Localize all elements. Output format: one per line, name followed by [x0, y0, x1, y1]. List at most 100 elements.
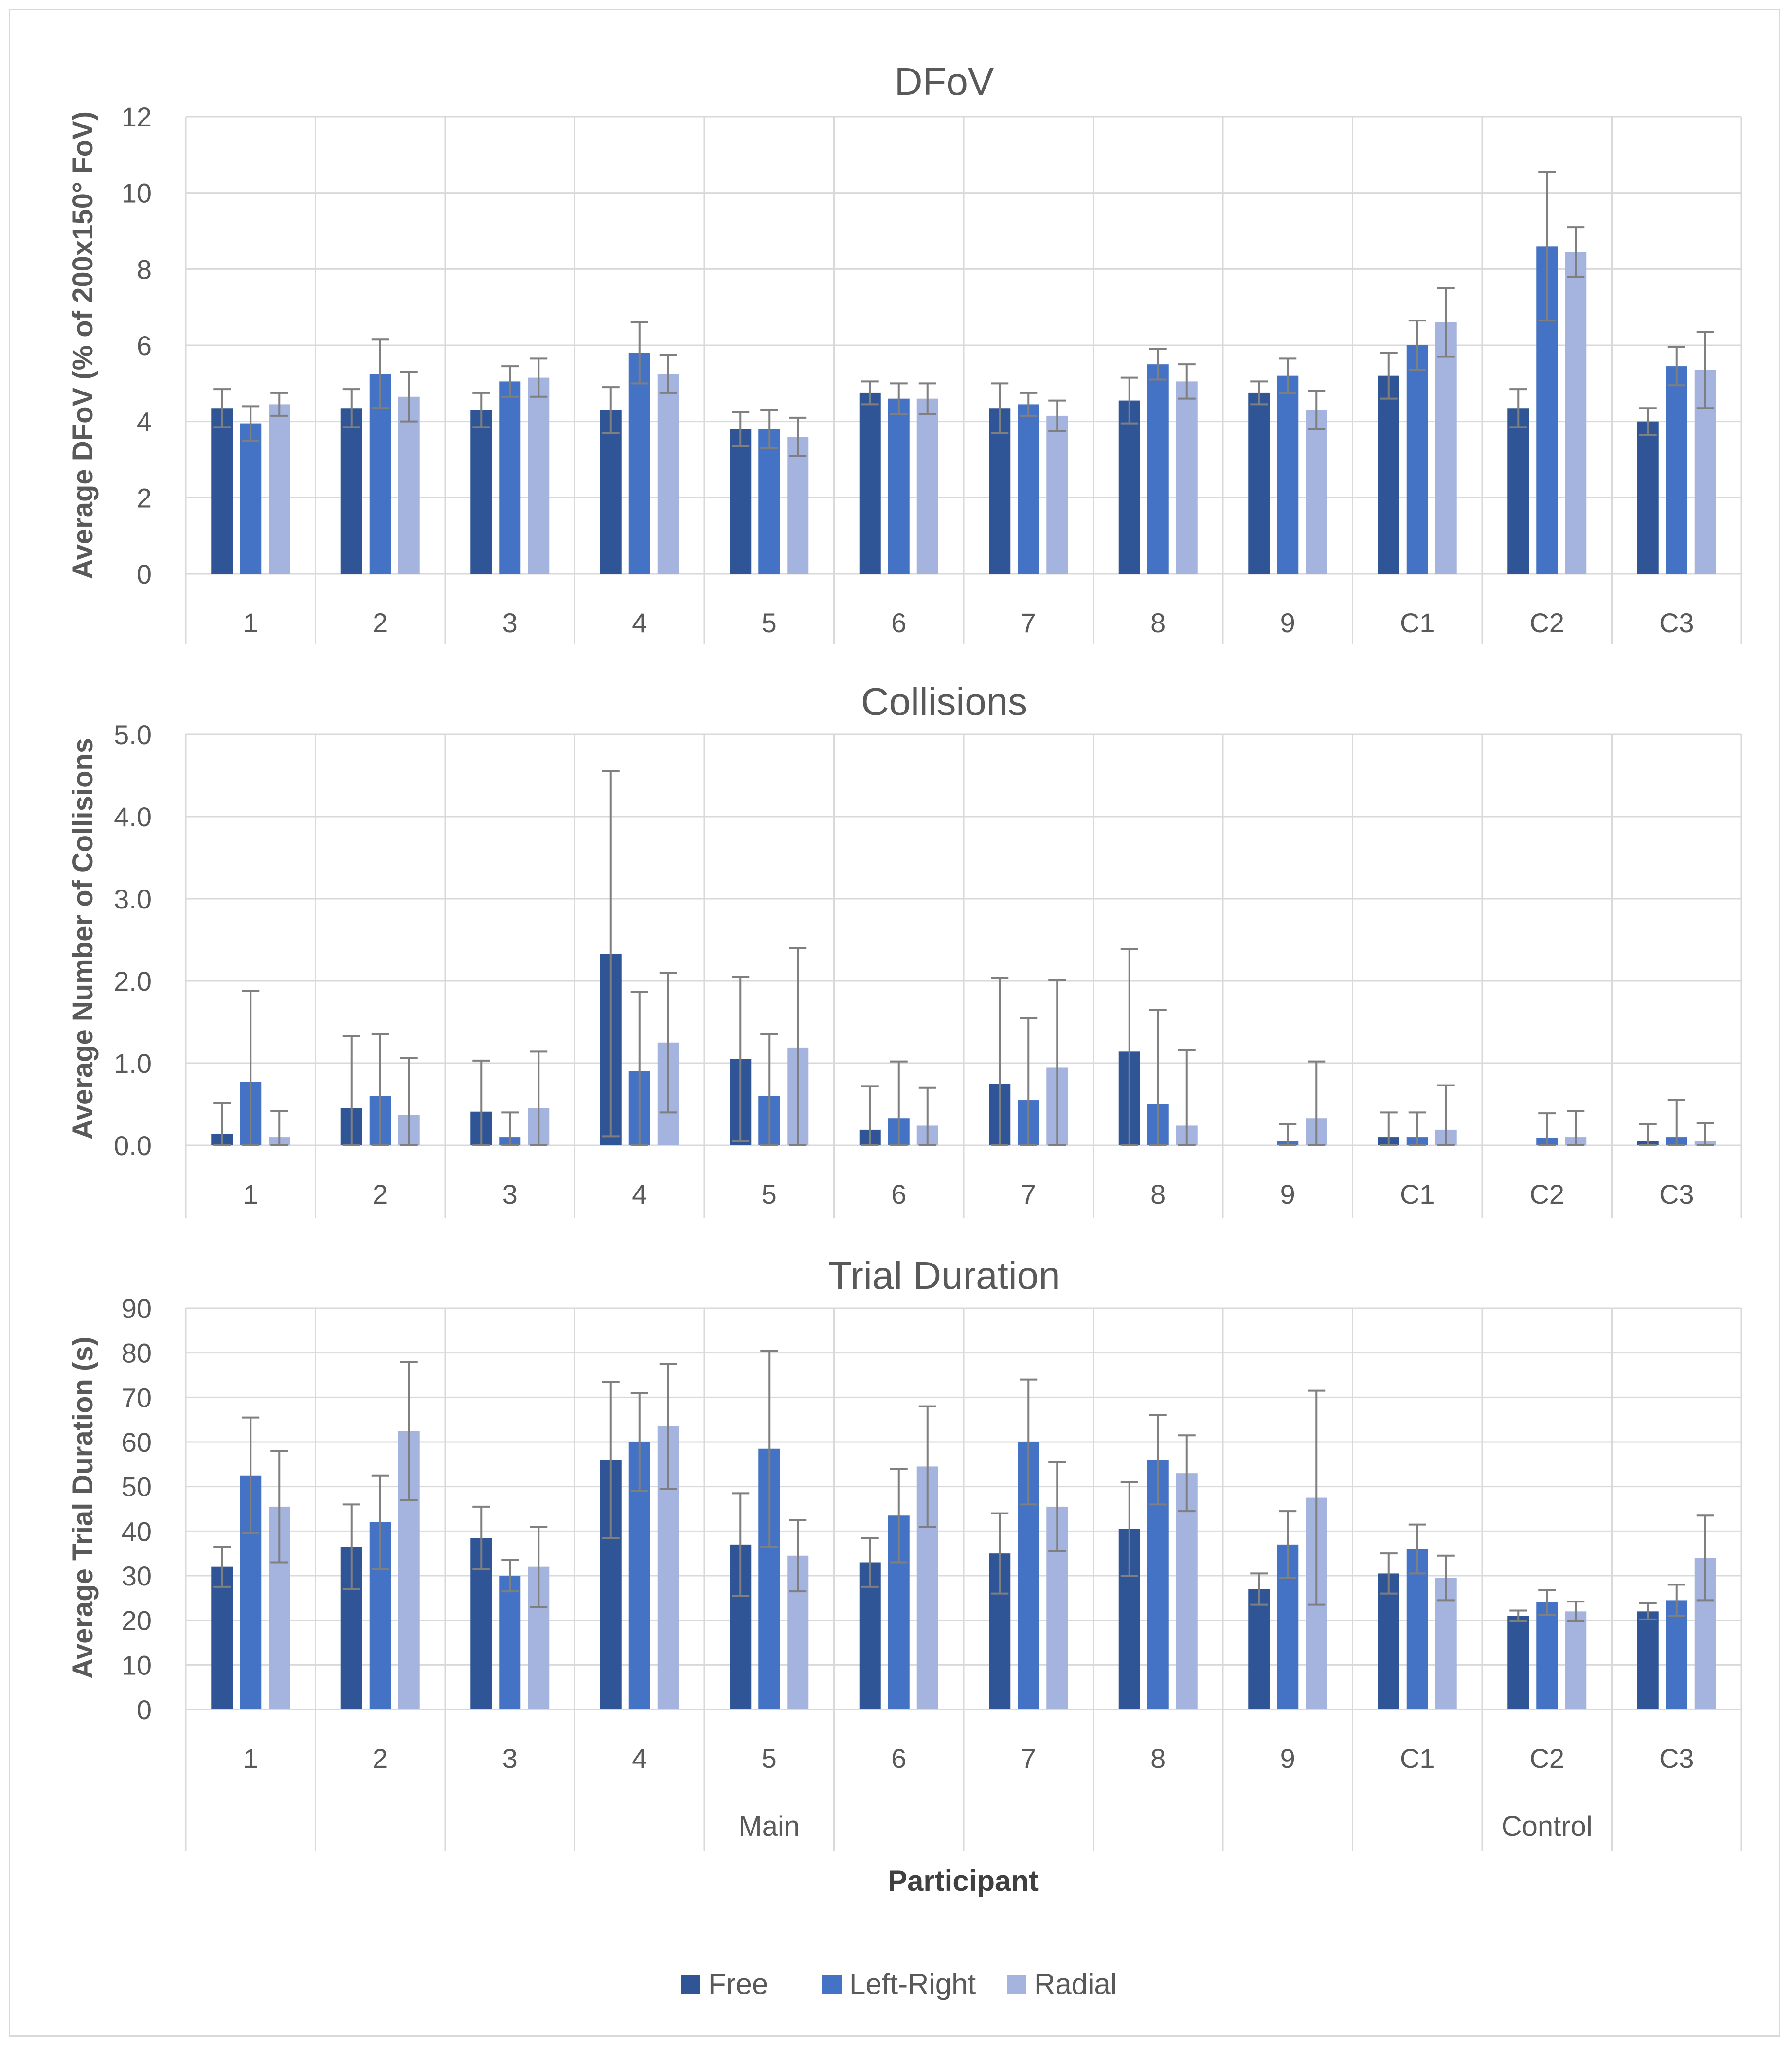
error-bar: [400, 1057, 418, 1146]
error-bar: [760, 1033, 778, 1146]
error-bar: [1408, 1523, 1426, 1575]
y-tick-label: 4: [137, 407, 152, 437]
error-bar: [400, 371, 418, 423]
error-bar: [1279, 357, 1297, 394]
x-tick-label: C2: [1529, 1179, 1564, 1210]
error-bar: [1178, 1434, 1196, 1513]
x-tick-label: 2: [373, 607, 388, 638]
error-bar: [371, 1033, 389, 1146]
collisions-panel: 0.0 1.0 2.0 3.0 4.0 5.0 1 2 3 4 5 6 7 8 9 C1 C2 C3 Collisi…: [67, 680, 1742, 1218]
error-bar: [991, 977, 1009, 1146]
x-tick-label: 9: [1280, 607, 1295, 638]
bar-leftright: [1406, 345, 1428, 574]
error-bar: [1696, 1122, 1714, 1146]
x-tick-label: 3: [502, 1743, 518, 1774]
error-bar: [1538, 171, 1556, 322]
error-bar: [270, 1450, 288, 1564]
error-bar: [1380, 352, 1398, 400]
error-bar: [1279, 1123, 1297, 1146]
legend-label: Radial: [1034, 1968, 1117, 2000]
legend-item: Radial: [1007, 1968, 1117, 2000]
bar-free: [470, 410, 492, 574]
error-bar: [890, 382, 908, 415]
error-bar: [602, 386, 620, 434]
error-bar: [732, 976, 750, 1142]
error-bar: [242, 1416, 260, 1534]
error-bar: [1696, 1514, 1714, 1602]
error-bar: [890, 1060, 908, 1146]
error-bar: [918, 382, 936, 415]
error-bar: [1509, 388, 1527, 428]
bar-free: [1507, 408, 1529, 574]
error-bar: [472, 1505, 490, 1570]
bar-leftright: [499, 381, 521, 574]
error-bar: [602, 770, 620, 1138]
error-bar: [1048, 979, 1066, 1146]
y-tick-label: 10: [122, 178, 152, 209]
bar-free: [1118, 400, 1140, 574]
error-bar: [342, 1035, 360, 1146]
x-tick-label: C3: [1659, 1743, 1694, 1774]
bar-free: [1248, 1589, 1270, 1709]
bar-leftright: [1666, 366, 1687, 574]
x-tick-label: 5: [762, 1179, 777, 1210]
y-tick-label: 60: [122, 1427, 152, 1458]
chart-title: Collisions: [861, 680, 1027, 723]
error-bar: [1149, 1414, 1167, 1506]
y-tick-label: 5.0: [114, 719, 152, 750]
error-bar: [789, 416, 807, 457]
bar-leftright: [1666, 1600, 1687, 1709]
y-tick-label: 10: [122, 1650, 152, 1680]
x-tick-label: C1: [1400, 1743, 1435, 1774]
error-bar: [400, 1361, 418, 1501]
error-bar: [1149, 348, 1167, 381]
x-tick-label: C3: [1659, 607, 1694, 638]
x-tick-label: 4: [632, 1743, 647, 1774]
y-tick-label: 12: [122, 102, 152, 132]
error-bar: [342, 388, 360, 428]
bar-radial: [1306, 410, 1327, 574]
x-tick-label: 6: [891, 607, 906, 638]
error-bar: [918, 1086, 936, 1146]
error-bar: [371, 338, 389, 409]
x-tick-label: 8: [1150, 1179, 1165, 1210]
chart-title: Trial Duration: [828, 1254, 1060, 1297]
x-tick-label: 9: [1280, 1179, 1295, 1210]
bar-leftright: [1147, 364, 1169, 574]
x-tick-label: 8: [1150, 607, 1165, 638]
x-tick-label: 9: [1280, 1743, 1295, 1774]
error-bar: [760, 409, 778, 449]
bar-leftright: [1406, 1549, 1428, 1709]
bar-free: [859, 392, 881, 574]
bar-radial: [269, 404, 290, 574]
error-bar: [270, 392, 288, 417]
error-bar: [530, 1050, 548, 1146]
x-tick-label: 1: [243, 607, 258, 638]
bar-radial: [657, 374, 679, 574]
x-tick-label: C1: [1400, 1179, 1435, 1210]
bar-leftright: [1018, 404, 1039, 574]
error-bar: [630, 321, 648, 385]
error-bar: [1567, 226, 1585, 278]
error-bar: [1437, 1084, 1455, 1146]
x-tick-label: 1: [243, 1743, 258, 1774]
error-bar: [501, 1559, 519, 1593]
bar-radial: [1176, 1473, 1198, 1709]
error-bar: [213, 1546, 231, 1588]
legend-label: Left-Right: [849, 1968, 976, 2000]
bar-free: [1507, 1616, 1529, 1709]
error-bar: [1380, 1552, 1398, 1595]
bar-leftright: [240, 423, 262, 574]
y-tick-label: 20: [122, 1605, 152, 1636]
x-tick-label: 2: [373, 1743, 388, 1774]
error-bar: [270, 1110, 288, 1146]
x-tick-label: 6: [891, 1743, 906, 1774]
y-tick-label: 30: [122, 1561, 152, 1591]
bar-free: [600, 410, 622, 574]
error-bar: [1639, 1602, 1657, 1620]
error-bar: [861, 1537, 879, 1588]
x-tick-label: 1: [243, 1179, 258, 1210]
error-bar: [991, 382, 1009, 434]
error-bar: [472, 392, 490, 428]
chart-title: DFoV: [895, 60, 994, 103]
